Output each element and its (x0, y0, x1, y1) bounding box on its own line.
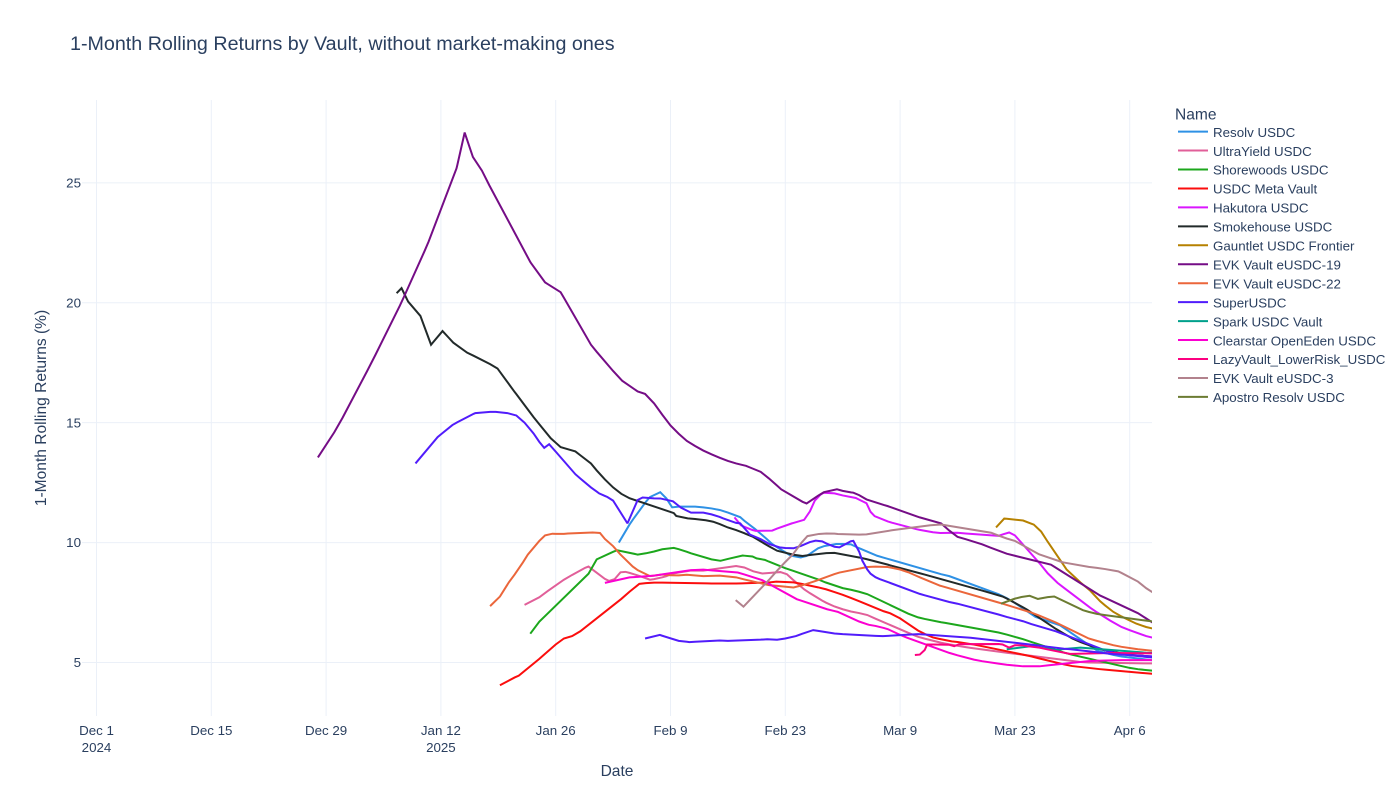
svg-text:EVK Vault eUSDC-3: EVK Vault eUSDC-3 (1213, 371, 1334, 386)
svg-text:LazyVault_LowerRisk_USDC: LazyVault_LowerRisk_USDC (1213, 352, 1386, 367)
svg-text:Apr 6: Apr 6 (1114, 723, 1146, 738)
svg-text:Spark USDC Vault: Spark USDC Vault (1213, 314, 1323, 329)
svg-text:Jan 26: Jan 26 (536, 723, 576, 738)
svg-text:Dec 29: Dec 29 (305, 723, 347, 738)
svg-text:Resolv USDC: Resolv USDC (1213, 125, 1296, 140)
svg-text:25: 25 (66, 176, 81, 191)
svg-text:Feb 9: Feb 9 (653, 723, 687, 738)
svg-text:EVK Vault eUSDC-19: EVK Vault eUSDC-19 (1213, 257, 1341, 272)
svg-text:Mar 23: Mar 23 (994, 723, 1035, 738)
svg-text:UltraYield USDC: UltraYield USDC (1213, 144, 1312, 159)
svg-text:Gauntlet USDC Frontier: Gauntlet USDC Frontier (1213, 239, 1355, 254)
svg-text:Dec 15: Dec 15 (190, 723, 232, 738)
svg-text:Apostro Resolv USDC: Apostro Resolv USDC (1213, 390, 1345, 405)
svg-text:15: 15 (66, 415, 81, 430)
svg-text:EVK Vault eUSDC-22: EVK Vault eUSDC-22 (1213, 276, 1341, 291)
svg-text:Shorewoods USDC: Shorewoods USDC (1213, 163, 1329, 178)
svg-text:Clearstar OpenEden USDC: Clearstar OpenEden USDC (1213, 333, 1376, 348)
svg-text:Date: Date (601, 763, 634, 780)
svg-text:1-Month Rolling Returns by Vau: 1-Month Rolling Returns by Vault, withou… (70, 33, 615, 55)
svg-text:Smokehouse USDC: Smokehouse USDC (1213, 220, 1333, 235)
svg-text:Mar 9: Mar 9 (883, 723, 917, 738)
svg-text:1-Month Rolling Returns (%): 1-Month Rolling Returns (%) (33, 310, 50, 506)
svg-text:Name: Name (1175, 106, 1216, 123)
svg-text:SuperUSDC: SuperUSDC (1213, 295, 1287, 310)
svg-text:Feb 23: Feb 23 (765, 723, 807, 738)
svg-text:20: 20 (66, 295, 81, 310)
svg-text:Hakutora USDC: Hakutora USDC (1213, 201, 1309, 216)
svg-text:10: 10 (66, 535, 81, 550)
svg-text:5: 5 (74, 655, 81, 670)
svg-text:USDC Meta Vault: USDC Meta Vault (1213, 182, 1317, 197)
